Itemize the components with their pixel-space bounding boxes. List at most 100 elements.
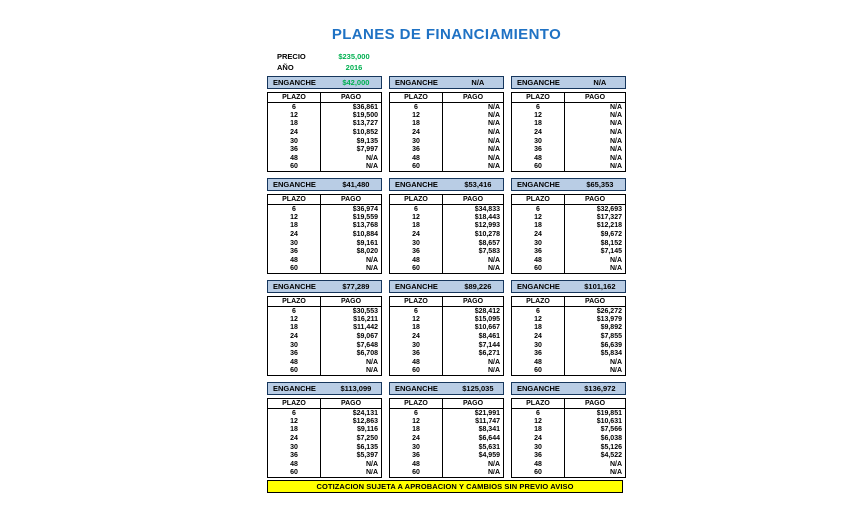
plazo-value: 30 (267, 136, 321, 146)
pago-column-header: PAGO (442, 296, 504, 307)
plazo-column-header: PLAZO (267, 194, 321, 205)
plazo-value: 18 (267, 221, 321, 231)
payment-row: 24 $10,278 (389, 230, 504, 239)
payment-table-header-row: PLAZO PAGO (267, 92, 382, 103)
plazo-value: 6 (511, 204, 565, 214)
financing-plan-table: ENGANCHE N/A PLAZO PAGO 6 N/A 12 N/A 18 N/A 24… (389, 76, 504, 172)
financing-plan-table: ENGANCHE $53,416 PLAZO PAGO 6 $34,833 12 $1… (389, 178, 504, 274)
pago-value: $4,522 (600, 452, 622, 460)
payment-row: 12 $11,747 (389, 417, 504, 426)
payment-row: 18 N/A (511, 119, 626, 129)
payment-row: 60 N/A (389, 366, 504, 376)
pago-value: $6,639 (600, 341, 622, 349)
payment-row: 12 N/A (389, 111, 504, 120)
enganche-value: $41,480 (342, 180, 370, 189)
pago-value: N/A (365, 469, 378, 477)
plazo-value: 6 (389, 306, 443, 316)
plazo-value: 48 (267, 256, 321, 265)
plazo-value: 60 (267, 264, 321, 274)
plazo-value: 24 (389, 434, 443, 443)
pago-value: $24,131 (352, 409, 378, 417)
payment-row: 36 $8,020 (267, 247, 382, 257)
pago-value: $12,993 (474, 222, 500, 230)
pago-value: $8,341 (478, 426, 500, 434)
pago-value: $7,648 (356, 341, 378, 349)
plazo-column-header: PLAZO (267, 92, 321, 103)
pago-value: $30,553 (352, 307, 378, 315)
plazo-value: 18 (511, 323, 565, 333)
payment-row: 6 $21,991 (389, 408, 504, 418)
pago-value: N/A (365, 358, 378, 366)
payment-row: 30 $8,657 (389, 238, 504, 248)
plazo-value: 36 (389, 451, 443, 461)
payment-row: 30 $6,135 (267, 442, 382, 452)
payment-row: 24 N/A (511, 128, 626, 137)
pago-value: $11,442 (353, 324, 378, 332)
pago-value: $32,693 (596, 205, 622, 213)
enganche-value: N/A (471, 78, 485, 87)
payment-table-header-row: PLAZO PAGO (267, 194, 382, 205)
plazo-value: 18 (389, 221, 443, 231)
plazo-value: 60 (511, 366, 565, 376)
enganche-label: ENGANCHE (395, 78, 438, 87)
plazo-value: 18 (267, 119, 321, 129)
payment-row: 30 $9,161 (267, 238, 382, 248)
plazo-value: 60 (389, 264, 443, 274)
enganche-value: $53,416 (464, 180, 492, 189)
enganche-header: ENGANCHE $42,000 (267, 76, 382, 89)
plazo-column-header: PLAZO (511, 194, 565, 205)
payment-table-header-row: PLAZO PAGO (511, 296, 626, 307)
enganche-header: ENGANCHE N/A (389, 76, 504, 89)
pago-value: $10,667 (474, 324, 500, 332)
payment-row: 48 N/A (511, 358, 626, 367)
enganche-label: ENGANCHE (395, 384, 438, 393)
pago-column-header: PAGO (320, 194, 382, 205)
payment-table: PLAZO PAGO 6 N/A 12 N/A 18 N/A 24 N/A 30 N/A 36 N/A… (389, 92, 504, 172)
pago-value: N/A (487, 469, 500, 477)
payment-row: 60 N/A (511, 366, 626, 376)
pago-value: $9,067 (356, 333, 378, 341)
plazo-value: 30 (511, 136, 565, 146)
payment-table-header-row: PLAZO PAGO (389, 92, 504, 103)
pago-value: $19,559 (352, 213, 378, 221)
pago-value: $8,657 (478, 239, 500, 247)
pago-value: $28,412 (474, 307, 500, 315)
plazo-value: 36 (511, 349, 565, 359)
plazo-column-header: PLAZO (267, 398, 321, 409)
enganche-value: $42,000 (342, 78, 370, 87)
pago-value: $9,892 (600, 324, 622, 332)
financing-plan-table: ENGANCHE $42,000 PLAZO PAGO 6 $36,861 12 $1… (267, 76, 382, 172)
plazo-column-header: PLAZO (389, 92, 443, 103)
payment-row: 60 N/A (267, 162, 382, 172)
plazo-value: 24 (511, 332, 565, 341)
pago-value: N/A (365, 256, 378, 264)
payment-table: PLAZO PAGO 6 N/A 12 N/A 18 N/A 24 N/A 30 N/A 36 N/A… (511, 92, 626, 172)
pago-value: N/A (487, 120, 500, 128)
payment-row: 30 N/A (389, 136, 504, 146)
plazo-column-header: PLAZO (511, 92, 565, 103)
payment-row: 36 N/A (511, 145, 626, 155)
payment-row: 30 $9,135 (267, 136, 382, 146)
enganche-header: ENGANCHE $125,035 (389, 382, 504, 395)
payment-row: 48 N/A (389, 358, 504, 367)
plazo-value: 48 (267, 154, 321, 163)
payment-row: 36 $5,834 (511, 349, 626, 359)
pago-value: N/A (609, 129, 622, 137)
plazo-value: 60 (511, 162, 565, 172)
pago-value: $9,116 (356, 426, 378, 434)
pago-value: N/A (365, 367, 378, 375)
plazo-value: 18 (389, 119, 443, 129)
plazo-value: 18 (389, 425, 443, 435)
pago-value: N/A (609, 137, 622, 145)
plazo-value: 48 (389, 256, 443, 265)
enganche-header: ENGANCHE N/A (511, 76, 626, 89)
pago-column-header: PAGO (564, 296, 626, 307)
plazo-value: 30 (389, 238, 443, 248)
payment-table-header-row: PLAZO PAGO (267, 398, 382, 409)
pago-value: N/A (609, 256, 622, 264)
enganche-label: ENGANCHE (273, 282, 316, 291)
enganche-value: N/A (593, 78, 607, 87)
plazo-value: 30 (389, 340, 443, 350)
plazo-value: 36 (389, 349, 443, 359)
anio-label: AÑO (277, 63, 294, 72)
